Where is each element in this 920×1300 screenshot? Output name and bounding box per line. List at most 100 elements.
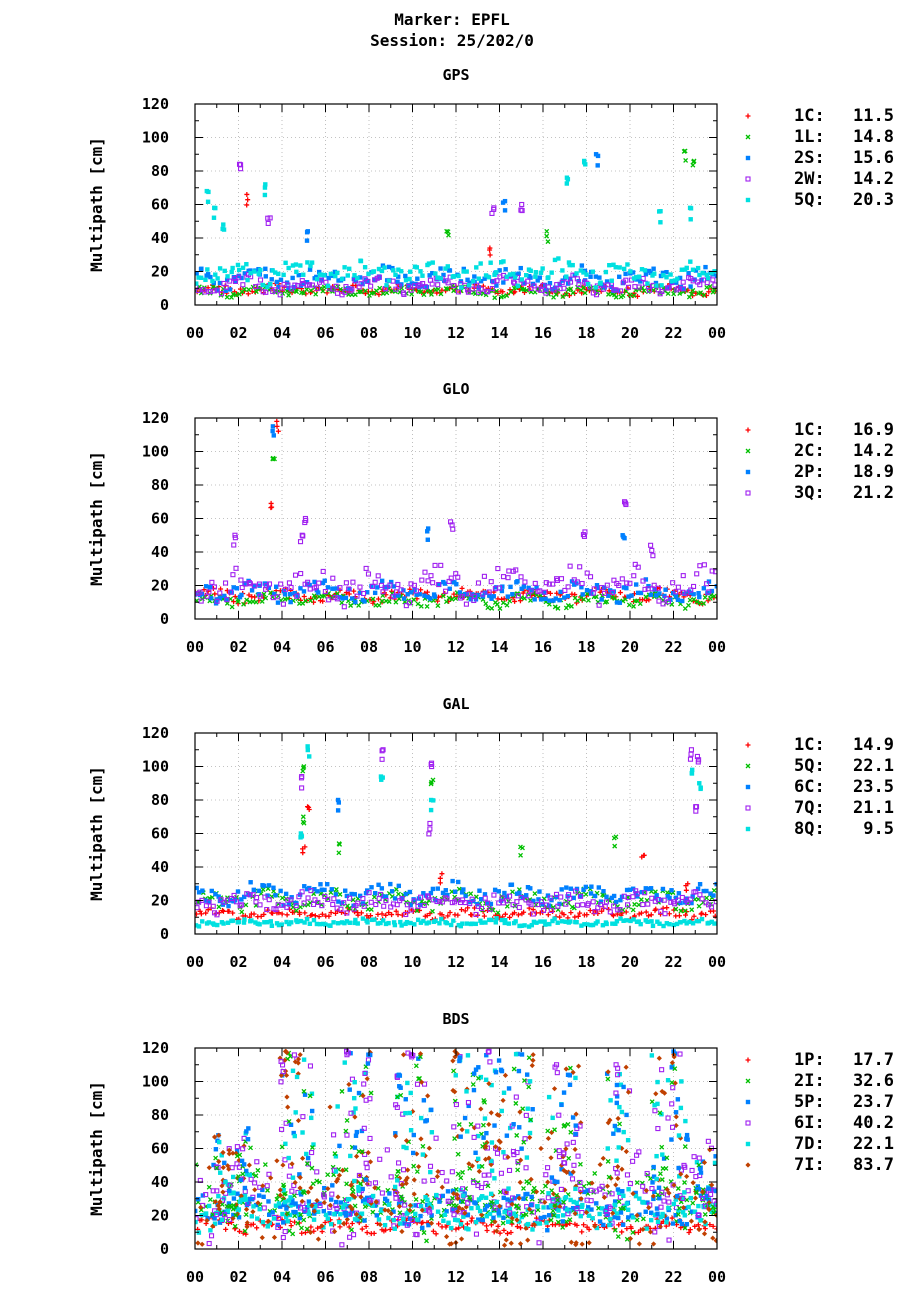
data-point — [619, 1229, 625, 1235]
data-point — [460, 1199, 466, 1205]
data-point — [705, 1138, 711, 1144]
data-point — [260, 887, 266, 892]
data-point — [447, 909, 453, 915]
data-point — [547, 280, 553, 286]
data-point — [523, 1112, 529, 1118]
data-point — [327, 1211, 332, 1216]
data-point — [609, 278, 614, 283]
data-point — [315, 1209, 321, 1215]
data-point — [628, 1225, 634, 1231]
data-point — [492, 1176, 497, 1181]
data-point — [429, 764, 435, 770]
data-point — [222, 580, 229, 586]
data-point — [468, 1121, 474, 1127]
data-point — [401, 291, 407, 297]
data-point — [597, 275, 602, 280]
data-point — [322, 893, 328, 900]
data-point — [492, 1123, 497, 1128]
data-point — [614, 1082, 620, 1088]
legend-marker — [745, 448, 751, 454]
data-point — [595, 905, 601, 911]
data-point — [513, 919, 518, 924]
data-point — [365, 590, 370, 595]
data-point — [462, 900, 468, 906]
data-point — [321, 593, 327, 599]
data-point — [479, 920, 484, 925]
data-point — [558, 1186, 564, 1192]
data-point — [501, 1227, 507, 1233]
data-point — [457, 590, 463, 595]
y-tick-label: 100 — [142, 443, 169, 461]
data-point — [435, 1168, 441, 1175]
data-point — [430, 260, 435, 265]
x-tick-label: 12 — [447, 324, 465, 342]
data-point — [556, 1112, 562, 1118]
data-point — [276, 1201, 282, 1206]
data-point — [698, 1165, 703, 1170]
data-point — [312, 595, 318, 601]
data-point — [417, 1051, 424, 1057]
data-point — [655, 897, 662, 903]
data-point — [602, 1209, 608, 1215]
data-point — [396, 1203, 403, 1210]
data-point — [231, 1212, 236, 1218]
data-point — [299, 889, 305, 895]
data-point — [546, 275, 551, 280]
data-point — [335, 921, 341, 926]
legend-label: 7I: — [794, 1155, 825, 1175]
data-point — [351, 588, 357, 594]
data-point — [517, 1109, 523, 1115]
data-point — [349, 891, 354, 897]
data-point — [523, 897, 529, 903]
data-point — [675, 1097, 681, 1102]
data-point — [443, 888, 448, 893]
data-point — [367, 1049, 373, 1056]
data-point — [697, 600, 703, 606]
data-point — [214, 912, 220, 918]
data-point — [296, 1211, 301, 1217]
data-point — [600, 923, 606, 928]
data-point — [442, 1212, 447, 1218]
data-point — [545, 1179, 551, 1185]
legend-marker — [745, 113, 751, 119]
data-point — [378, 920, 383, 926]
data-point — [464, 921, 470, 926]
data-point — [352, 273, 357, 278]
data-point — [578, 268, 584, 273]
data-point — [306, 1199, 312, 1204]
data-point — [468, 1218, 474, 1224]
data-point — [449, 1169, 455, 1175]
data-point — [560, 268, 565, 273]
data-point — [559, 279, 565, 285]
y-tick-label: 40 — [151, 858, 169, 876]
data-point — [444, 1178, 450, 1184]
data-point — [382, 1207, 388, 1213]
data-point — [665, 291, 671, 297]
data-point — [371, 269, 377, 274]
data-point — [413, 1063, 419, 1069]
data-point — [197, 589, 203, 595]
data-point — [538, 899, 545, 905]
data-point — [418, 920, 424, 925]
data-point — [698, 1170, 704, 1175]
data-point — [352, 278, 358, 284]
data-point — [307, 921, 313, 926]
data-point — [494, 1228, 500, 1234]
data-point — [428, 1169, 433, 1175]
data-point — [530, 1107, 535, 1112]
data-point — [296, 894, 302, 900]
data-point — [368, 907, 374, 913]
data-point — [499, 260, 504, 265]
data-point — [665, 1115, 671, 1121]
data-point — [304, 1161, 310, 1167]
data-point — [436, 1221, 442, 1227]
data-point — [654, 1206, 660, 1211]
data-point — [673, 1114, 679, 1120]
data-point — [628, 269, 633, 274]
data-point — [288, 1203, 293, 1208]
data-point — [297, 904, 303, 910]
data-point — [420, 1152, 426, 1157]
data-point — [466, 1161, 472, 1167]
data-point — [578, 894, 584, 899]
data-point — [633, 275, 639, 280]
